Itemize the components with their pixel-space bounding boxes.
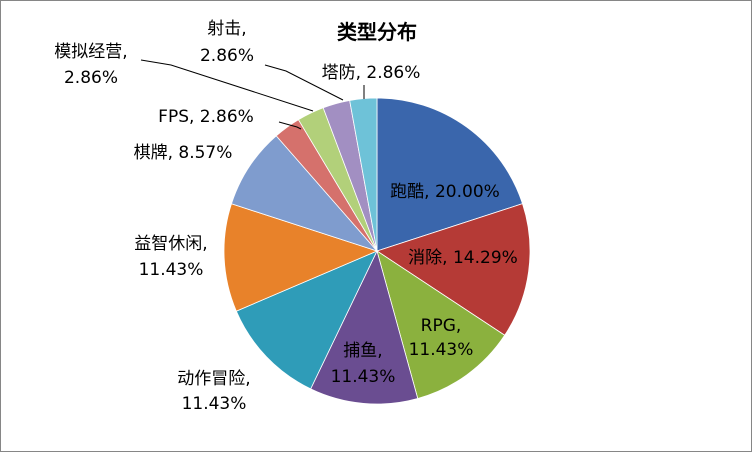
- slice-label-11: 塔防, 2.86%: [322, 63, 421, 83]
- slice-label-8: FPS, 2.86%: [158, 107, 254, 127]
- pie-slice-3: [376, 250, 506, 399]
- slice-label-2: 消除, 14.29%: [408, 248, 518, 268]
- pie-slice-11: [349, 97, 378, 252]
- slice-label-5: 动作冒险, 11.43%: [177, 369, 250, 414]
- slice-label-7: 棋牌, 8.57%: [134, 143, 233, 163]
- pie-slice-1: [376, 97, 524, 252]
- slice-label-10: 射击, 2.86%: [200, 19, 254, 66]
- pie-slice-4: [310, 249, 419, 405]
- slice-label-6: 益智休闲, 11.43%: [134, 234, 207, 280]
- slice-label-3: RPG, 11.43%: [409, 316, 474, 360]
- leader-line-8: [278, 121, 302, 130]
- chart-title: 类型分布: [337, 20, 417, 44]
- leader-line-9: [140, 59, 314, 112]
- pie-slice-2: [376, 203, 531, 336]
- slice-label-4: 捕鱼, 11.43%: [331, 341, 396, 387]
- pie-slice-5: [235, 250, 378, 390]
- leader-line-10: [264, 64, 344, 101]
- slice-label-1: 跑酷, 20.00%: [390, 182, 500, 202]
- pie-slice-6: [223, 203, 379, 312]
- slice-label-9: 模拟经营, 2.86%: [54, 42, 127, 88]
